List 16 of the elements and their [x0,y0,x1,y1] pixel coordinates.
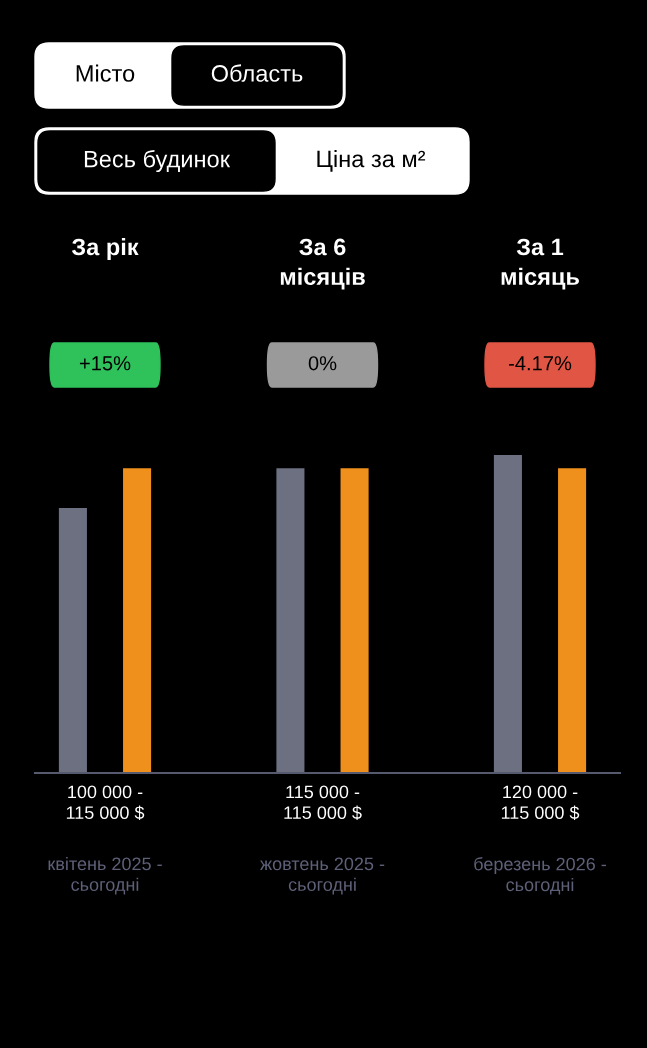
x-tick-label: За рік [71,238,139,261]
text: жовтень 2025 - сьогодні [260,857,385,895]
text: Область [211,64,303,82]
text: березень 2026 - сьогодні [474,857,606,895]
text: 100 000 - 115 000 $ [66,785,145,821]
text: 115 000 - 115 000 $ [284,785,362,821]
x-tick-label: За 1 місяць [501,238,580,290]
text: 0% [308,356,337,371]
text: Ціна за м² [317,150,426,172]
text: квітень 2025 - сьогодні [48,857,162,895]
x-tick-label: За 6 місяців [280,238,365,290]
text: -4.17% [508,356,572,371]
text: Місто [76,64,135,82]
text: 120 000 - 115 000 $ [501,785,580,821]
text: Весь будинок [84,149,231,173]
text: +15% [79,356,131,371]
